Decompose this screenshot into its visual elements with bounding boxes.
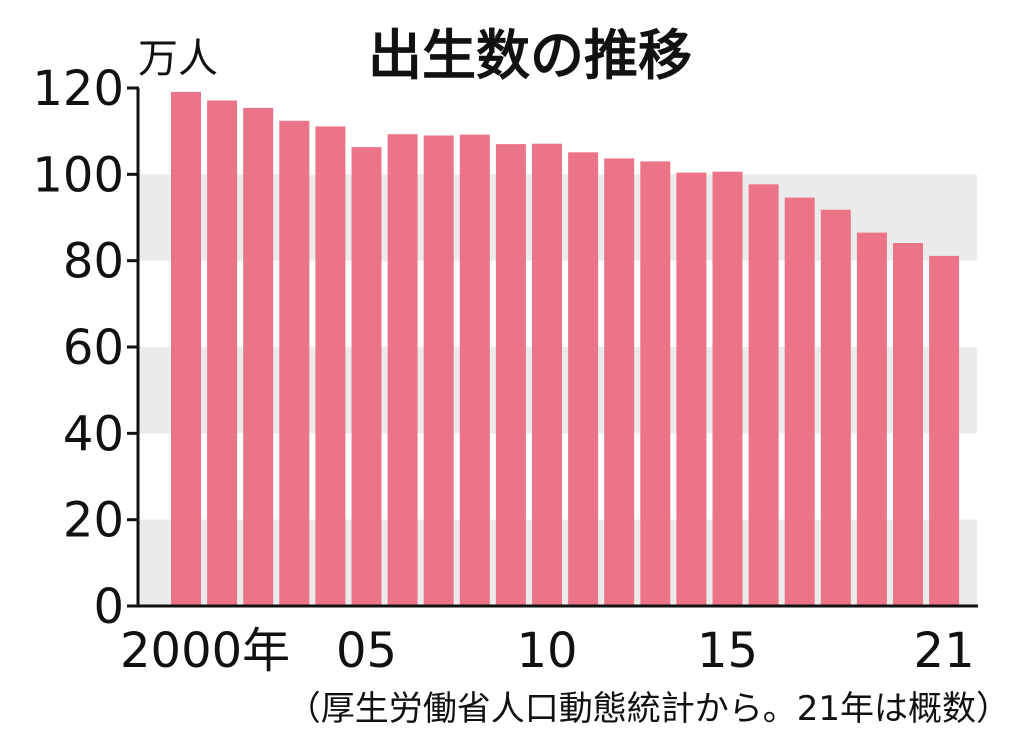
bar-2012 <box>604 158 635 606</box>
y-tick-label: 100 <box>32 147 124 203</box>
bar-2017 <box>784 197 815 606</box>
y-tick-labels: 0 20 40 60 80 100 120 <box>32 61 139 635</box>
x-tick-labels: 2000年 05 10 15 21 <box>120 623 975 679</box>
bar-2013 <box>640 161 671 606</box>
x-tick-label: 2000年 <box>120 623 290 679</box>
bar-2020 <box>893 243 923 606</box>
x-tick-label: 10 <box>516 623 577 679</box>
bar-2019 <box>856 232 887 606</box>
bar-2008 <box>459 134 490 606</box>
bar-2015 <box>712 171 743 606</box>
y-tick-label: 20 <box>63 493 124 549</box>
bar-2011 <box>568 152 599 607</box>
chart-title: 出生数の推移 <box>368 24 692 87</box>
bar-2018 <box>820 209 851 606</box>
y-unit-label: 万人 <box>138 36 218 82</box>
bar-2001 <box>207 100 238 606</box>
bar-2004 <box>315 126 346 607</box>
bar-2005 <box>351 147 382 606</box>
bar-series <box>171 91 960 607</box>
x-tick-label: 21 <box>914 623 975 679</box>
bar-2003 <box>279 120 310 607</box>
bar-2000 <box>171 91 201 606</box>
bar-2021 <box>929 255 960 606</box>
y-tick-label: 60 <box>63 320 124 376</box>
x-tick-label: 05 <box>336 623 397 679</box>
bar-2014 <box>676 172 707 606</box>
y-tick-label: 40 <box>63 406 124 462</box>
bar-2006 <box>387 134 418 606</box>
source-note: （厚生労働省人口動態統計から。21年は概数） <box>287 689 1010 729</box>
bar-2002 <box>243 107 274 607</box>
bar-2010 <box>532 143 562 606</box>
y-tick-label: 0 <box>93 579 124 635</box>
bar-2016 <box>748 184 779 607</box>
x-tick-label: 15 <box>697 623 758 679</box>
y-tick-label: 120 <box>32 61 124 117</box>
bar-2009 <box>495 144 526 606</box>
y-tick-label: 80 <box>63 234 124 290</box>
bar-2007 <box>423 135 454 606</box>
